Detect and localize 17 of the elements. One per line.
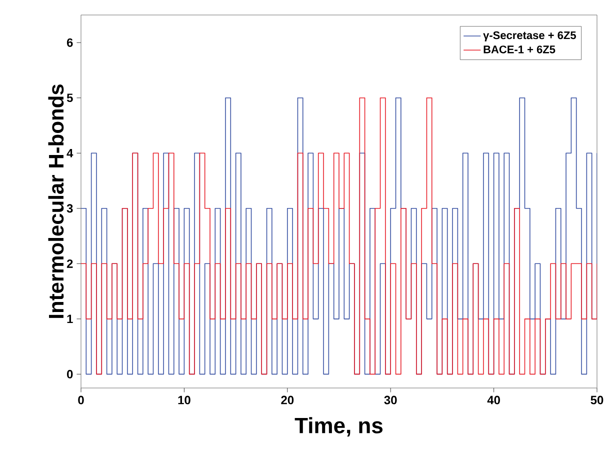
y-tick-label: 3	[66, 204, 73, 213]
y-tick-label: 5	[66, 94, 73, 102]
x-tick-label: 10	[178, 396, 190, 404]
y-tick-label: 2	[66, 259, 73, 268]
legend-label: γ-Secretase + 6Z5	[483, 31, 576, 42]
legend-label: BACE-1 + 6Z5	[484, 46, 556, 54]
x-tick-label: 30	[384, 396, 397, 404]
x-tick-label: 20	[281, 396, 294, 404]
x-tick-label: 50	[590, 396, 604, 404]
y-tick-label: 6	[66, 38, 73, 47]
y-tick-label: 0	[66, 370, 73, 378]
x-tick-label: 40	[487, 396, 500, 404]
y-tick-label: 1	[67, 314, 73, 324]
y-axis-title: Intermolecular H-bonds	[48, 84, 64, 318]
x-axis-title: Time, ns	[294, 417, 383, 437]
y-tick-label: 4	[66, 149, 74, 158]
x-tick-label: 0	[78, 396, 84, 404]
